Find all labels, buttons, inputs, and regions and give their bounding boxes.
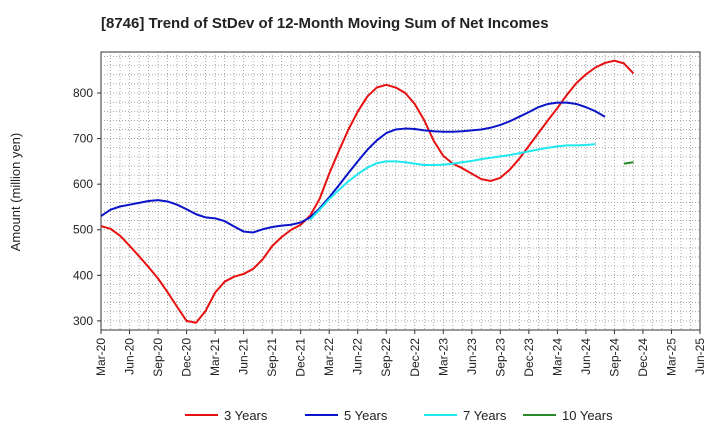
x-tick-label: Sep-21 (265, 338, 279, 377)
x-tick-label: Mar-22 (322, 338, 336, 376)
series-line-10-years (623, 161, 634, 165)
legend: 3 Years 5 Years 7 Years 10 Years (185, 408, 613, 423)
series-line-5-years (100, 101, 606, 234)
x-tick-label: Sep-20 (151, 338, 165, 377)
y-tick-label: 500 (73, 223, 93, 237)
x-tick-label: Mar-20 (94, 338, 108, 376)
plot-area (100, 51, 701, 331)
y-axis-ticks: 300 400 500 600 700 800 (73, 86, 101, 328)
x-tick-label: Jun-21 (237, 338, 251, 375)
legend-label: 10 Years (562, 408, 613, 423)
grid-lines (101, 52, 700, 330)
y-tick-label: 300 (73, 314, 93, 328)
chart-title: [8746] Trend of StDev of 12-Month Moving… (101, 15, 549, 32)
x-tick-label: Jun-20 (123, 338, 137, 375)
x-tick-label: Dec-20 (180, 338, 194, 377)
legend-label: 3 Years (224, 408, 268, 423)
legend-label: 5 Years (344, 408, 388, 423)
series-line-7-years (309, 143, 596, 221)
y-tick-label: 600 (73, 177, 93, 191)
plot-border (100, 51, 701, 331)
x-tick-label: Sep-24 (607, 338, 621, 377)
x-tick-label: Jun-25 (693, 338, 707, 375)
x-tick-label: Mar-23 (436, 338, 450, 376)
x-tick-label: Dec-23 (522, 338, 536, 377)
series-line-3-years (100, 59, 635, 324)
series-lines (100, 59, 635, 324)
x-tick-label: Mar-21 (208, 338, 222, 376)
y-tick-label: 700 (73, 132, 93, 146)
y-axis-label: Amount (million yen) (8, 133, 23, 252)
legend-label: 7 Years (463, 408, 507, 423)
x-tick-label: Mar-25 (664, 338, 678, 376)
x-axis-ticks: Mar-20 Jun-20 Sep-20 Dec-20 Mar-21 Jun-21 Sep-… (94, 330, 707, 377)
y-tick-label: 800 (73, 86, 93, 100)
x-tick-label: Jun-22 (351, 338, 365, 375)
x-tick-label: Jun-24 (579, 338, 593, 375)
x-tick-label: Mar-24 (550, 338, 564, 376)
x-tick-label: Sep-22 (379, 338, 393, 377)
x-tick-label: Dec-24 (636, 338, 650, 377)
x-tick-label: Dec-22 (408, 338, 422, 377)
x-tick-label: Jun-23 (465, 338, 479, 375)
x-tick-label: Dec-21 (294, 338, 308, 377)
x-tick-label: Sep-23 (493, 338, 507, 377)
y-tick-label: 400 (73, 268, 93, 282)
